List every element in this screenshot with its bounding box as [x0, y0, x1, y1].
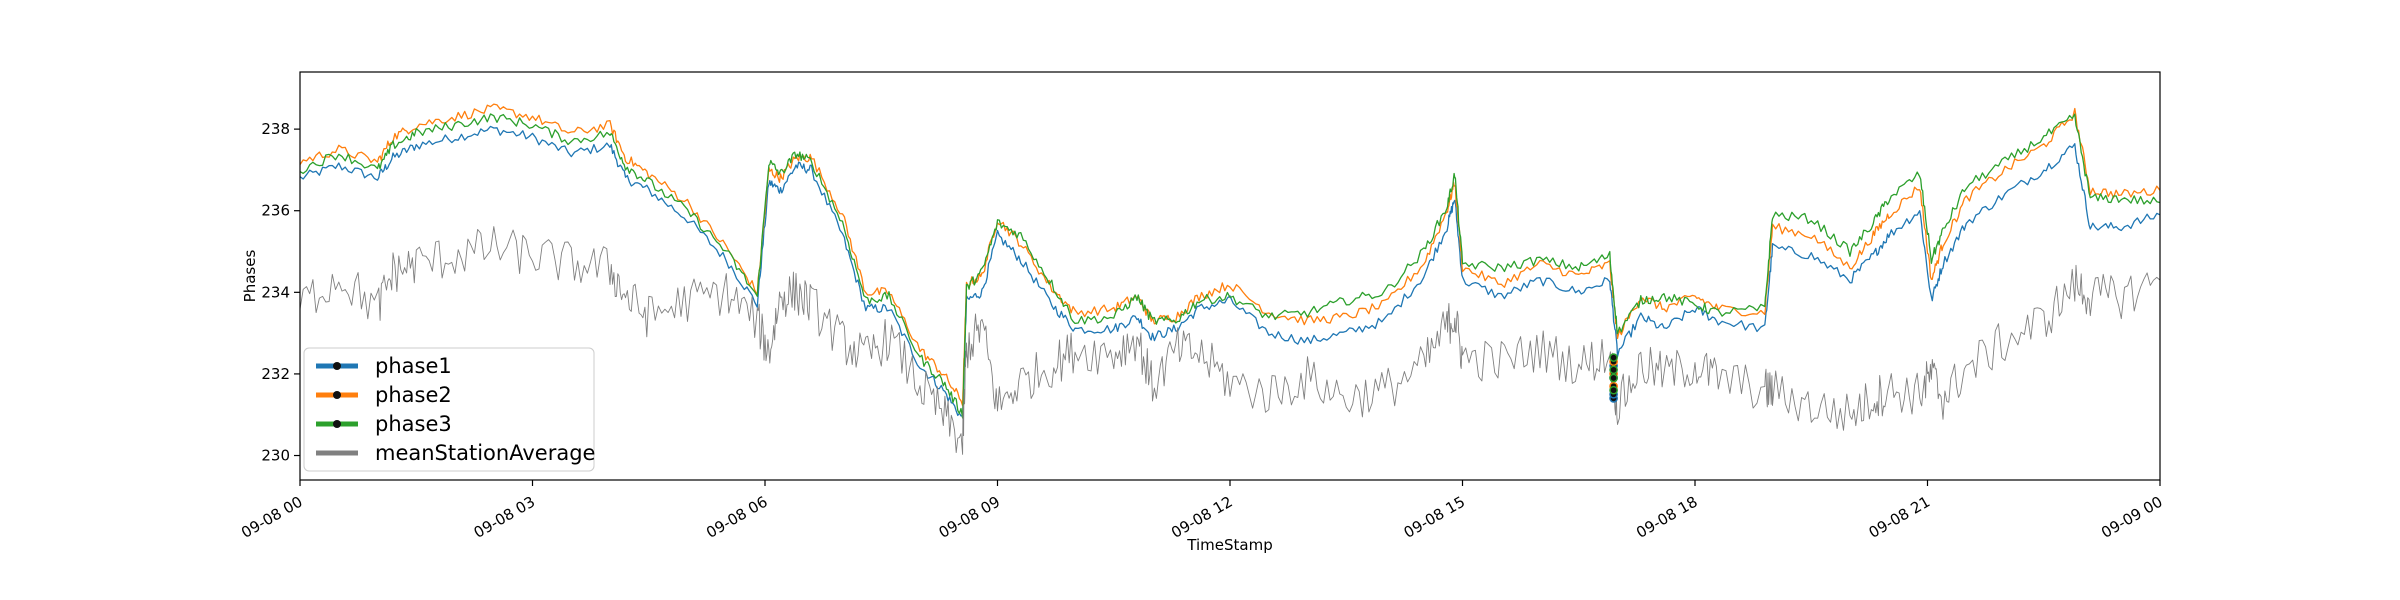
legend-label-phase2: phase2: [375, 383, 452, 407]
y-tick-label: 232: [261, 365, 290, 383]
series-line-phase1: [299, 125, 2161, 417]
legend-label-mean-station-average: meanStationAverage: [375, 441, 595, 465]
legend: phase1 phase2 phase3 meanStationAverage: [303, 347, 595, 472]
y-tick-label: 234: [261, 283, 290, 301]
x-tick-label: 09-09 00: [2098, 493, 2165, 542]
x-tick-label: 09-08 18: [1633, 493, 1700, 542]
data-marker-phase3: [1609, 353, 1618, 362]
legend-marker-phase2: [333, 391, 341, 399]
y-tick-label: 238: [261, 120, 290, 138]
data-marker-phase3: [1609, 385, 1618, 395]
x-tick-label: 09-08 15: [1401, 493, 1468, 542]
legend-marker-phase1: [333, 362, 341, 370]
legend-label-phase1: phase1: [375, 354, 452, 378]
x-tick-label: 09-08 03: [471, 493, 538, 542]
x-axis-title: TimeStamp: [1186, 536, 1272, 554]
y-tick-label: 230: [261, 447, 290, 465]
y-axis-title: Phases: [241, 250, 259, 303]
y-axis: 230 232 234 236 238: [261, 120, 300, 465]
x-tick-label: 09-08 12: [1168, 493, 1235, 542]
legend-marker-phase3: [333, 420, 341, 428]
x-tick-label: 09-08 06: [703, 493, 770, 542]
series-line-phase2: [299, 103, 2161, 407]
legend-label-phase3: phase3: [375, 412, 452, 436]
data-marker-phase3: [1609, 365, 1618, 375]
x-tick-label: 09-08 09: [936, 493, 1003, 542]
series-lines: [299, 103, 2161, 455]
x-tick-label: 09-08 21: [1866, 493, 1933, 542]
x-tick-label: 09-08 00: [238, 493, 305, 542]
y-tick-label: 236: [261, 202, 290, 220]
legend-box: [303, 347, 595, 472]
series-line-mean-station-average: [299, 226, 2161, 455]
series-line-phase3: [299, 113, 2161, 419]
x-axis: 09-08 00 09-08 03 09-08 06 09-08 09 09-08 12…: [238, 480, 2166, 542]
series-markers: [1609, 353, 1618, 403]
data-marker-phase3: [1609, 373, 1618, 383]
